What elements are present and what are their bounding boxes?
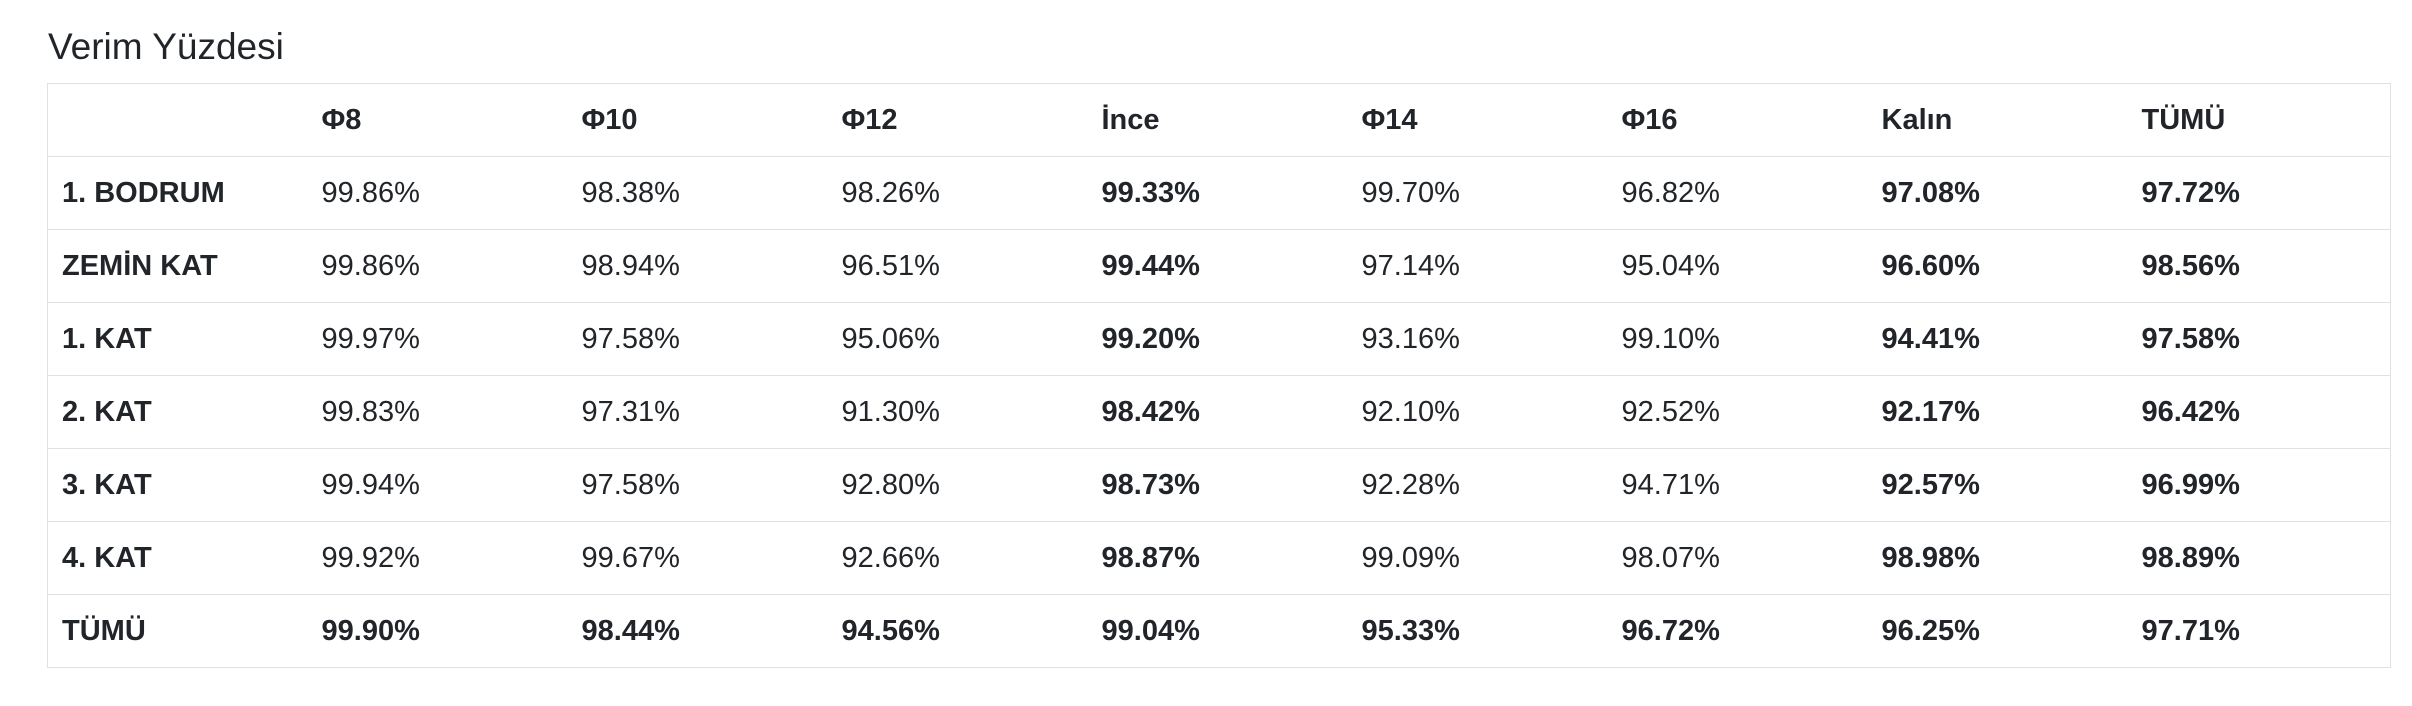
row-label: 1. KAT <box>47 302 308 376</box>
table-cell: 99.97% <box>307 302 568 376</box>
table-cell: 95.06% <box>827 302 1088 376</box>
column-header-corner <box>47 83 308 157</box>
efficiency-table: Φ8 Φ10 Φ12 İnce Φ14 Φ16 Kalın TÜMÜ 1. BO… <box>47 83 2391 668</box>
table-cell: 98.94% <box>567 229 828 303</box>
table-cell: 93.16% <box>1347 302 1608 376</box>
table-cell: 92.66% <box>827 521 1088 595</box>
column-header-phi14: Φ14 <box>1347 83 1608 157</box>
table-cell: 98.87% <box>1087 521 1348 595</box>
table-cell: 98.42% <box>1087 375 1348 449</box>
table-row: ZEMİN KAT 99.86% 98.94% 96.51% 99.44% 97.14% 9… <box>47 229 2391 303</box>
table-cell: 92.10% <box>1347 375 1608 449</box>
table-cell: 99.86% <box>307 156 568 230</box>
row-label: 3. KAT <box>47 448 308 522</box>
table-cell: 99.86% <box>307 229 568 303</box>
table-cell: 98.73% <box>1087 448 1348 522</box>
table-cell: 94.41% <box>1867 302 2128 376</box>
table-cell: 98.07% <box>1607 521 1868 595</box>
table-cell: 96.51% <box>827 229 1088 303</box>
column-header-kalin: Kalın <box>1867 83 2128 157</box>
table-row: 2. KAT 99.83% 97.31% 91.30% 98.42% 92.10% 92.5… <box>47 375 2391 449</box>
table-cell: 92.17% <box>1867 375 2128 449</box>
table-total-row: TÜMÜ 99.90% 98.44% 94.56% 99.04% 95.33% 96.72%… <box>47 594 2391 668</box>
table-cell: 97.72% <box>2127 156 2391 230</box>
table-row: 4. KAT 99.92% 99.67% 92.66% 98.87% 99.09% 98.0… <box>47 521 2391 595</box>
row-label: 1. BODRUM <box>47 156 308 230</box>
table-cell: 97.58% <box>567 448 828 522</box>
table-cell: 98.38% <box>567 156 828 230</box>
table-cell: 99.09% <box>1347 521 1608 595</box>
table-cell: 97.71% <box>2127 594 2391 668</box>
table-cell: 97.58% <box>2127 302 2391 376</box>
table-cell: 98.89% <box>2127 521 2391 595</box>
column-header-phi16: Φ16 <box>1607 83 1868 157</box>
column-header-ince: İnce <box>1087 83 1348 157</box>
table-cell: 96.25% <box>1867 594 2128 668</box>
column-header-tumu: TÜMÜ <box>2127 83 2391 157</box>
table-cell: 96.99% <box>2127 448 2391 522</box>
table-cell: 99.83% <box>307 375 568 449</box>
row-label: 2. KAT <box>47 375 308 449</box>
table-cell: 96.42% <box>2127 375 2391 449</box>
table-cell: 99.67% <box>567 521 828 595</box>
table-cell: 98.26% <box>827 156 1088 230</box>
table-cell: 99.20% <box>1087 302 1348 376</box>
table-cell: 97.31% <box>567 375 828 449</box>
column-header-phi10: Φ10 <box>567 83 828 157</box>
table-cell: 99.70% <box>1347 156 1608 230</box>
table-body: 1. BODRUM 99.86% 98.38% 98.26% 99.33% 99.70% 9… <box>47 156 2391 668</box>
table-cell: 96.72% <box>1607 594 1868 668</box>
table-cell: 99.33% <box>1087 156 1348 230</box>
table-cell: 92.52% <box>1607 375 1868 449</box>
table-row: 3. KAT 99.94% 97.58% 92.80% 98.73% 92.28% 94.7… <box>47 448 2391 522</box>
table-cell: 99.94% <box>307 448 568 522</box>
table-cell: 92.57% <box>1867 448 2128 522</box>
row-label: 4. KAT <box>47 521 308 595</box>
table-cell: 91.30% <box>827 375 1088 449</box>
table-cell: 97.14% <box>1347 229 1608 303</box>
column-header-phi8: Φ8 <box>307 83 568 157</box>
table-cell: 96.82% <box>1607 156 1868 230</box>
page-title: Verim Yüzdesi <box>48 26 284 67</box>
table-cell: 96.60% <box>1867 229 2128 303</box>
column-header-phi12: Φ12 <box>827 83 1088 157</box>
row-label: TÜMÜ <box>47 594 308 668</box>
table-cell: 95.33% <box>1347 594 1608 668</box>
table-row: 1. KAT 99.97% 97.58% 95.06% 99.20% 93.16% 99.1… <box>47 302 2391 376</box>
table-cell: 92.28% <box>1347 448 1608 522</box>
table-cell: 94.56% <box>827 594 1088 668</box>
table-cell: 92.80% <box>827 448 1088 522</box>
table-cell: 97.08% <box>1867 156 2128 230</box>
table-cell: 97.58% <box>567 302 828 376</box>
table-cell: 99.44% <box>1087 229 1348 303</box>
table-header-row: Φ8 Φ10 Φ12 İnce Φ14 Φ16 Kalın TÜMÜ <box>47 83 2391 157</box>
table-cell: 94.71% <box>1607 448 1868 522</box>
table-cell: 95.04% <box>1607 229 1868 303</box>
efficiency-table-container: Φ8 Φ10 Φ12 İnce Φ14 Φ16 Kalın TÜMÜ 1. BO… <box>47 83 2391 668</box>
table-cell: 98.56% <box>2127 229 2391 303</box>
row-label: ZEMİN KAT <box>47 229 308 303</box>
table-cell: 99.04% <box>1087 594 1348 668</box>
table-cell: 99.10% <box>1607 302 1868 376</box>
table-cell: 98.98% <box>1867 521 2128 595</box>
table-cell: 99.92% <box>307 521 568 595</box>
table-cell: 98.44% <box>567 594 828 668</box>
table-row: 1. BODRUM 99.86% 98.38% 98.26% 99.33% 99.70% 9… <box>47 156 2391 230</box>
table-cell: 99.90% <box>307 594 568 668</box>
